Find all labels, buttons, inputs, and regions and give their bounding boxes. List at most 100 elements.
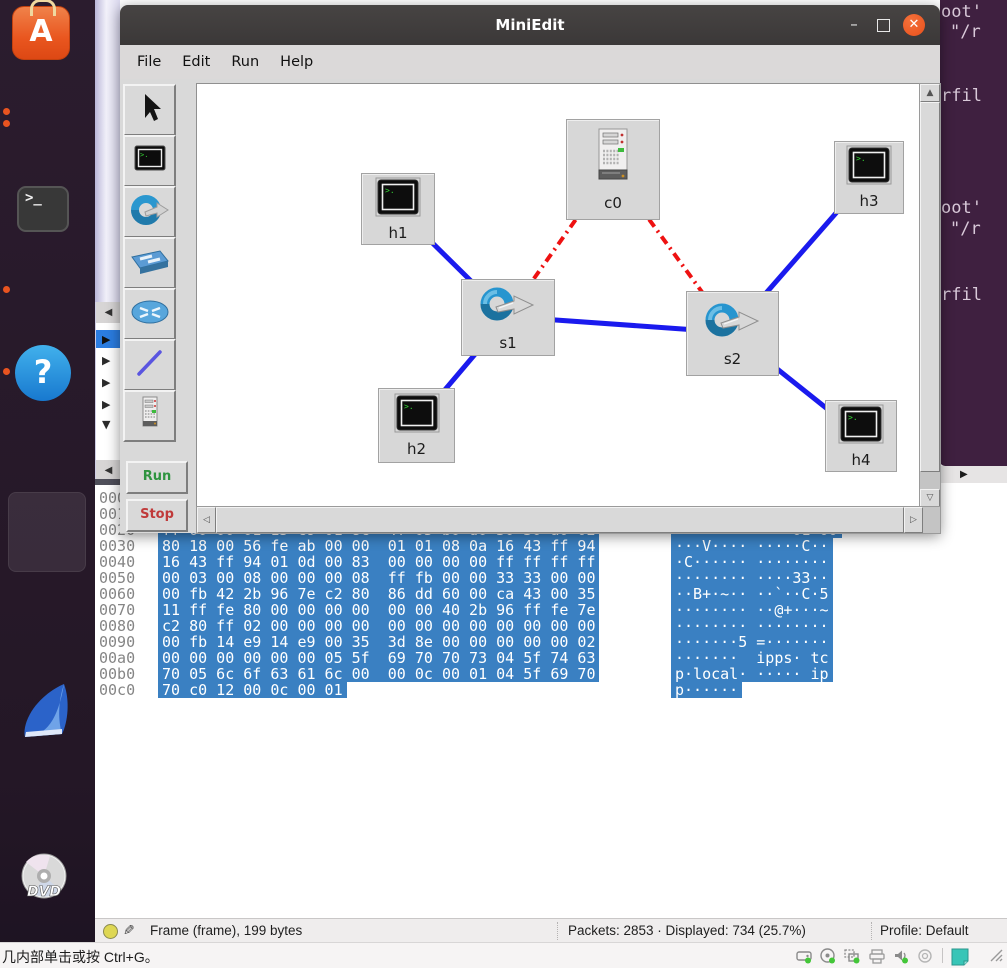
canvas-horizontal-scrollbar[interactable]: ◁ ▷ [196,506,941,534]
optical-disc-icon[interactable] [819,947,837,968]
tool-switch-button[interactable] [123,186,176,238]
legacy-router-icon [128,292,172,336]
hex-ascii: ··B+·~·· ··`··C·5 [671,586,833,602]
miniedit-body: >. Run Stop >. h1 c0 >. h3 s1 s2 >. h2 >. h4 ▲ ▽ ◁… [120,79,941,534]
terminal-text-fragment: "/r [950,219,981,239]
tree-expand-arrow[interactable]: ▶ [102,398,111,411]
scroll-right-arrow[interactable]: ▷ [904,507,923,533]
menu-run[interactable]: Run [231,54,260,70]
node-label: h3 [859,192,879,210]
node-h1[interactable]: >. h1 [361,173,435,245]
hex-ascii: ········ ····33·· [671,570,833,586]
tree-expand-arrow[interactable]: ▶ [102,376,111,389]
profile-text[interactable]: Profile: Default [880,923,969,938]
vertical-scroll-thumb[interactable] [920,102,940,472]
menu-help[interactable]: Help [280,54,314,70]
audio-icon[interactable] [892,947,910,968]
network-icon[interactable] [843,947,861,968]
wireshark-icon [24,684,68,737]
host-icon: >. [130,139,170,183]
show-applications-button[interactable] [0,864,95,920]
node-s1[interactable]: s1 [461,279,555,356]
node-h3[interactable]: >. h3 [834,141,904,214]
tree-expand-arrow[interactable]: ▶ [102,354,111,367]
terminal-text-fragment: oot' [941,198,982,218]
running-dot [3,108,10,115]
tool-controller-button[interactable] [123,390,176,442]
separator [942,948,943,963]
launcher-item-dvd[interactable]: DVD [0,424,95,900]
menu-edit[interactable]: Edit [182,54,211,70]
host-icon: >. [837,404,885,450]
hex-offset: 00c0 [99,681,136,699]
scroll-up-arrow[interactable]: ▲ [920,84,940,102]
hex-ascii: ·······5 =······· [671,634,833,650]
scroll-left-arrow[interactable]: ◁ [197,507,216,533]
hex-bytes: 00 fb 14 e9 14 e9 00 35 3d 8e 00 00 00 0… [158,634,600,650]
stop-button[interactable]: Stop [126,499,188,532]
run-button[interactable]: Run [126,461,188,494]
menu-file[interactable]: File [137,54,162,70]
packet-bytes-pane[interactable]: 000000100020ff 00 00 01 15 c9 01 8c 4f 0… [95,485,1007,918]
recording-icon[interactable] [916,947,934,968]
node-h2[interactable]: >. h2 [378,388,455,463]
hex-offset: 0040 [99,553,136,571]
node-label: s2 [723,350,742,368]
ubuntu-software-icon: A [12,0,70,60]
minimize-button[interactable]: – [850,15,858,33]
hex-offset: 00a0 [99,649,136,667]
hex-bytes: 11 ff fe 80 00 00 00 00 00 00 40 2b 96 f… [158,602,600,618]
hard-disk-icon[interactable] [795,947,813,968]
terminal-text-fragment: rfil [941,285,982,305]
miniedit-window: MiniEdit – ✕ File Edit Run Help >. Run Stop… [120,5,941,534]
controller-icon [590,127,636,193]
capture-comment-icon[interactable]: ✎ [123,922,135,938]
tree-collapse-arrow[interactable]: ▼ [102,418,111,431]
hex-offset: 0060 [99,585,136,603]
pane-separator [95,479,120,489]
launcher-item-help[interactable]: ? [0,170,95,401]
tool-legacy-router-button[interactable] [123,288,176,340]
tool-select-button[interactable] [123,84,176,136]
hex-ascii: p·local· ·····_ip [671,666,833,682]
hex-ascii: ········ ········ [671,618,833,634]
resize-grip[interactable] [988,947,1003,962]
scroll-down-arrow[interactable]: ▽ [920,489,940,507]
topology-canvas[interactable]: >. h1 c0 >. h3 s1 s2 >. h2 >. h4 [196,83,920,507]
launcher-item-window[interactable] [0,244,95,572]
tool-host-button[interactable]: >. [123,135,176,187]
node-c0[interactable]: c0 [566,119,660,220]
miniedit-titlebar[interactable]: MiniEdit – ✕ [120,5,940,45]
dvd-icon: DVD [21,853,67,900]
expert-info-icon[interactable] [103,924,118,939]
tool-netlink-button[interactable] [123,339,176,391]
hex-ascii: ·C······ ········ [671,554,833,570]
hex-offset: 0050 [99,569,136,587]
scroll-right-arrow[interactable]: ▶ [960,469,968,480]
packets-info-text: Packets: 2853 · Displayed: 734 (25.7%) [568,923,806,938]
hex-bytes: 00 03 00 08 00 00 00 08 ff fb 00 00 33 3… [158,570,600,586]
vbox-statusbar: 几内部单击或按 Ctrl+G。 [0,942,1007,968]
tool-legacy-switch-button[interactable] [123,237,176,289]
selected-tree-row[interactable]: ▶ [96,330,121,348]
menubar: File Edit Run Help [120,45,940,80]
printer-icon[interactable] [868,947,886,968]
svg-text:>.: >. [140,151,148,159]
netlink-icon [130,343,170,387]
scroll-left-arrow[interactable]: ◀ [96,460,121,481]
launcher-item-terminal[interactable]: >_ [0,90,95,232]
notification-icon[interactable] [950,947,970,968]
node-h4[interactable]: >. h4 [825,400,897,472]
close-button[interactable]: ✕ [903,14,925,36]
launcher-item-software[interactable]: A [0,0,95,70]
canvas-vertical-scrollbar[interactable]: ▲ ▽ [919,83,941,508]
launcher-item-wireshark[interactable] [0,340,95,737]
horizontal-scroll-thumb[interactable] [216,507,904,533]
vbox-hint-text: 几内部单击或按 Ctrl+G。 [2,949,159,965]
running-dot [3,286,10,293]
maximize-button[interactable] [877,19,890,32]
node-s2[interactable]: s2 [686,291,779,376]
node-label: h1 [388,223,408,242]
scroll-left-arrow[interactable]: ◀ [96,302,121,323]
links-layer [395,167,870,437]
